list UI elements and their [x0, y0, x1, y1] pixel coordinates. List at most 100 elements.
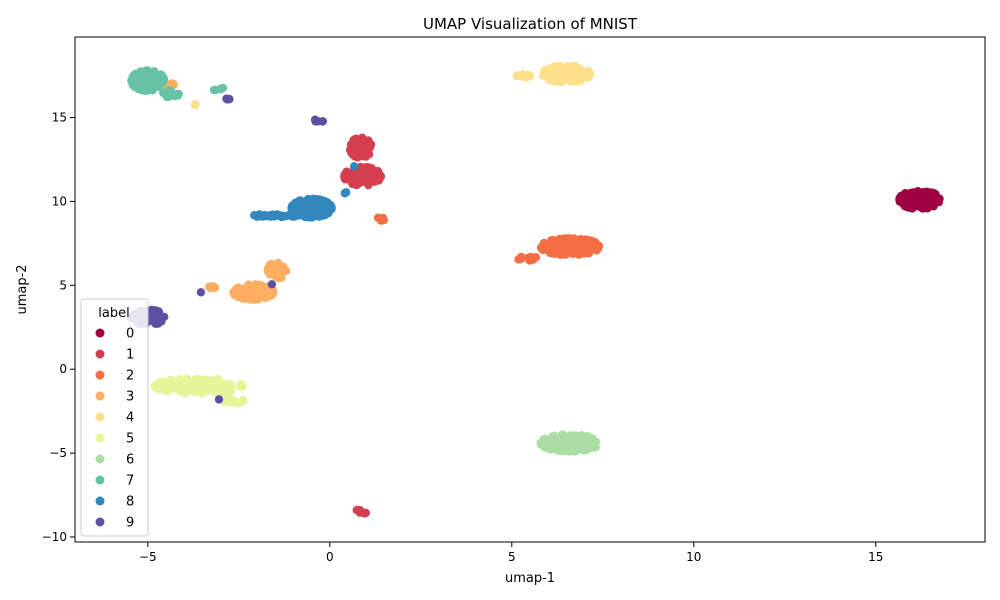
point-label-8 [275, 211, 284, 221]
point-label-7 [131, 69, 140, 79]
point-label-4 [540, 66, 549, 76]
point-label-3 [236, 292, 245, 301]
point-label-4 [553, 71, 563, 81]
point-label-5 [226, 395, 235, 405]
legend-label-6: 6 [126, 453, 134, 468]
point-label-1 [346, 174, 356, 184]
point-label-7 [218, 83, 228, 93]
point-label-5 [214, 382, 223, 392]
point-label-1 [358, 163, 367, 172]
legend-title: label [98, 306, 129, 321]
point-label-9 [154, 318, 163, 328]
legend-label-1: 1 [126, 348, 134, 363]
legend-box [80, 298, 149, 537]
point-label-8 [305, 213, 314, 222]
point-label-5 [155, 378, 164, 387]
legend-marker-8 [95, 496, 105, 506]
x-tick-label: 0 [326, 550, 334, 564]
legend-label-4: 4 [126, 411, 134, 426]
legend-marker-6 [95, 454, 105, 464]
point-label-8 [327, 202, 336, 211]
point-label-8 [255, 211, 265, 221]
point-label-5 [184, 381, 193, 390]
point-label-9 [196, 288, 206, 297]
axes-frame [74, 36, 986, 543]
series-0 [895, 187, 944, 213]
point-label-8 [302, 206, 311, 215]
point-label-8 [288, 210, 297, 219]
legend-label-5: 5 [126, 432, 134, 447]
legend-label-9: 9 [126, 516, 134, 531]
legend-marker-5 [95, 433, 105, 443]
legend-marker-7 [95, 475, 105, 485]
series-8 [250, 162, 359, 222]
scatter-points [127, 61, 944, 518]
point-label-2 [579, 242, 588, 251]
chart-title: UMAP Visualization of MNIST [423, 15, 638, 33]
point-label-3 [256, 283, 265, 292]
y-tick-label: 15 [52, 111, 67, 125]
point-label-1 [365, 172, 375, 181]
point-label-5 [225, 380, 235, 389]
point-label-0 [907, 189, 916, 198]
point-label-3 [271, 265, 281, 274]
series-2 [373, 213, 604, 265]
point-label-1 [361, 152, 370, 161]
point-label-1 [346, 140, 356, 149]
point-label-9 [267, 280, 277, 289]
point-label-2 [376, 214, 385, 224]
point-label-7 [149, 80, 159, 90]
point-label-4 [561, 68, 570, 78]
legend-marker-9 [95, 517, 105, 527]
y-tick-label: 0 [59, 362, 67, 376]
point-label-3 [230, 290, 239, 299]
point-label-4 [549, 62, 558, 71]
point-label-9 [311, 117, 321, 126]
legend-marker-2 [95, 370, 105, 380]
x-tick-label: −5 [139, 550, 157, 564]
point-label-3 [246, 287, 255, 296]
point-label-3 [210, 283, 220, 292]
point-label-0 [931, 190, 940, 199]
point-label-9 [318, 117, 328, 126]
legend-marker-4 [95, 412, 105, 422]
legend-items: 0 1 2 3 4 5 6 7 8 9 [95, 327, 134, 531]
point-label-0 [914, 188, 923, 197]
x-tick-label: 15 [868, 550, 883, 564]
point-label-5 [191, 374, 201, 384]
point-label-7 [138, 76, 147, 85]
point-label-7 [165, 91, 175, 100]
x-tick-label: 10 [686, 550, 701, 564]
legend-marker-0 [95, 328, 105, 338]
point-label-1 [376, 171, 385, 181]
series-7 [127, 66, 228, 102]
point-label-2 [542, 245, 551, 254]
point-label-7 [156, 77, 165, 86]
point-label-6 [571, 443, 581, 452]
point-label-1 [366, 140, 376, 149]
y-axis-ticks: −10 −5 0 5 10 15 [42, 111, 75, 544]
point-label-6 [564, 447, 573, 456]
point-label-2 [561, 250, 570, 259]
y-tick-label: 10 [52, 194, 67, 208]
point-label-6 [589, 443, 599, 452]
y-tick-label: −10 [42, 530, 67, 544]
point-label-0 [898, 194, 908, 203]
y-axis-label: umap-2 [15, 264, 30, 314]
legend-label-2: 2 [126, 369, 134, 384]
point-label-5 [165, 376, 175, 385]
point-label-8 [304, 194, 313, 204]
legend-marker-1 [95, 349, 105, 359]
legend-marker-3 [95, 391, 105, 401]
point-label-8 [266, 210, 275, 220]
point-label-0 [907, 197, 917, 206]
point-label-2 [563, 240, 572, 249]
x-tick-label: 5 [508, 550, 516, 564]
y-tick-label: 5 [59, 278, 67, 292]
point-label-5 [204, 380, 213, 390]
series-1 [266, 133, 385, 518]
point-label-2 [540, 239, 549, 248]
point-label-9 [223, 95, 232, 104]
point-label-1 [349, 150, 358, 160]
